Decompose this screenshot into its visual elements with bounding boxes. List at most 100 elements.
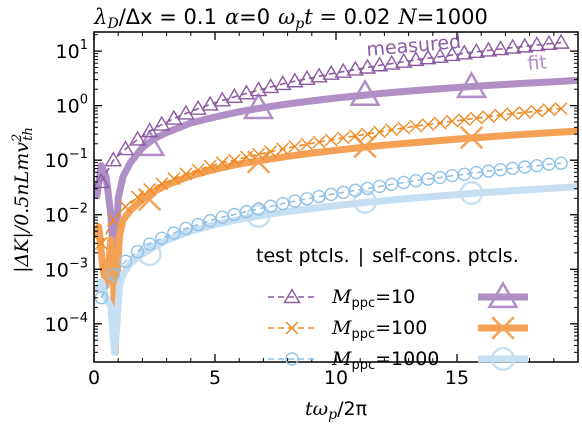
test-marker-mppc-10 [189, 99, 207, 115]
test-marker-mppc-10 [94, 172, 110, 189]
test-marker-mppc-100 [94, 236, 108, 250]
test-marker-mppc-1000 [554, 156, 568, 170]
test-marker-mppc-10 [237, 84, 256, 100]
test-marker-mppc-100 [542, 103, 556, 117]
title-param2-symbol: α [225, 5, 239, 29]
test-marker-mppc-100 [155, 177, 169, 191]
test-marker-mppc-100 [239, 150, 253, 164]
test-marker-mppc-10 [261, 78, 280, 94]
test-marker-mppc-1000 [203, 213, 217, 228]
test-marker-mppc-1000 [227, 207, 242, 222]
test-marker-mppc-10 [455, 44, 473, 60]
test-marker-mppc-100 [336, 131, 350, 145]
test-marker-mppc-10 [395, 52, 413, 68]
title-param1-symbol: λ [93, 5, 107, 29]
test-marker-mppc-1000 [191, 217, 205, 232]
title-param1-value: 0.1 [184, 5, 217, 29]
test-marker-mppc-10 [503, 38, 522, 54]
self-consistent-marker-mppc-100 [459, 125, 484, 150]
test-marker-mppc-10 [479, 41, 498, 57]
test-marker-mppc-10 [128, 130, 147, 146]
test-marker-mppc-1000 [118, 254, 133, 269]
legend-rows: Mppc=10 Mppc=100 Mppc=1000 [268, 280, 528, 373]
test-marker-mppc-100 [373, 125, 387, 139]
self-consistent-line-mppc-100 [94, 127, 578, 356]
x-tick-label: 5 [209, 367, 221, 389]
self-consistent-marker-mppc-10 [349, 78, 381, 106]
test-marker-mppc-10 [516, 37, 534, 53]
test-marker-mppc-10 [310, 67, 328, 83]
title-param3-symbol: ω [278, 5, 295, 29]
test-marker-mppc-10 [382, 54, 401, 70]
test-marker-mppc-100 [348, 129, 362, 143]
test-marker-mppc-100 [288, 140, 302, 154]
test-marker-mppc-10 [322, 64, 340, 80]
x-tick-label: 10 [324, 367, 348, 389]
title-param1-rest: /Δx = [119, 5, 184, 29]
self-consistent-marker-mppc-10 [242, 92, 275, 120]
test-marker-mppc-1000 [106, 267, 121, 282]
y-tick-label: 10−1 [45, 147, 88, 172]
self-consistent-line-mppc-1000 [94, 183, 578, 356]
test-marker-mppc-1000 [179, 221, 193, 236]
test-marker-mppc-100 [433, 116, 447, 130]
test-marker-mppc-100 [143, 183, 157, 197]
legend-entry-label: Mppc=1000 [331, 348, 439, 373]
test-marker-mppc-100 [179, 167, 193, 181]
test-marker-mppc-10 [358, 58, 377, 74]
x-label-pre: tω [305, 398, 328, 420]
test-marker-mppc-100 [494, 108, 508, 122]
test-marker-mppc-10 [104, 151, 123, 167]
test-marker-mppc-10 [165, 109, 183, 125]
test-marker-mppc-10 [552, 33, 570, 49]
test-marker-mppc-10 [443, 46, 461, 62]
legend-self-marker [491, 316, 515, 340]
legend-entry-label: Mppc=100 [331, 317, 427, 342]
test-marker-mppc-10 [201, 95, 219, 111]
test-marker-mppc-100 [215, 156, 229, 170]
x-tick-label: 0 [88, 367, 100, 389]
test-marker-mppc-10 [407, 50, 425, 67]
legend-self-marker [490, 346, 516, 372]
test-marker-mppc-100 [518, 105, 532, 119]
test-line-mppc-1000 [100, 162, 562, 299]
y-tick-label: 10−3 [45, 256, 88, 281]
y-tick-label: 10−4 [45, 311, 88, 336]
legend-entry-label: Mppc=10 [331, 286, 415, 311]
title-param3-value: 0.02 [344, 5, 391, 29]
title-param3-rest: t = [304, 5, 343, 29]
y-tick-label: 101 [56, 38, 88, 63]
test-marker-mppc-100 [324, 133, 338, 147]
test-marker-mppc-100 [203, 159, 217, 173]
test-marker-mppc-10 [298, 69, 316, 86]
test-marker-mppc-100 [481, 110, 495, 124]
test-marker-mppc-10 [346, 60, 365, 76]
x-label-post: /2π [337, 398, 367, 420]
test-marker-mppc-100 [469, 111, 483, 125]
axis-ticks: 0 5 10 15 10−4 10−3 10−2 10−1 100 101 [45, 32, 579, 389]
title-param4-value: 1000 [434, 5, 487, 29]
self-consistent-marker-mppc-10 [455, 70, 488, 99]
test-marker-mppc-100 [264, 145, 278, 159]
y-axis-label: |ΔK|/0.5nLmv2th [10, 127, 36, 273]
self-consistent-marker-mppc-1000 [246, 203, 271, 228]
test-marker-mppc-100 [554, 102, 568, 116]
legend-header-left: test ptcls. [256, 245, 350, 267]
test-marker-mppc-10 [419, 49, 437, 65]
test-marker-mppc-10 [225, 87, 244, 104]
legend-test-marker [285, 321, 299, 335]
test-marker-mppc-100 [385, 123, 399, 137]
test-marker-mppc-100 [409, 119, 423, 133]
legend-header: test ptcls. | self-cons. ptcls. [256, 245, 519, 267]
legend-test-marker [285, 352, 299, 366]
test-marker-mppc-100 [397, 121, 411, 135]
test-marker-mppc-100 [252, 147, 266, 161]
legend-header-right: self-cons. ptcls. [372, 245, 519, 267]
annotation-fit: fit [527, 51, 548, 75]
y-label-sub: th [21, 127, 36, 141]
self-consistent-series-group [94, 70, 578, 356]
test-marker-mppc-1000 [155, 231, 169, 245]
legend: test ptcls. | self-cons. ptcls. Mppc=10Mpp… [256, 245, 528, 373]
title-param1-sub: D [106, 16, 118, 32]
